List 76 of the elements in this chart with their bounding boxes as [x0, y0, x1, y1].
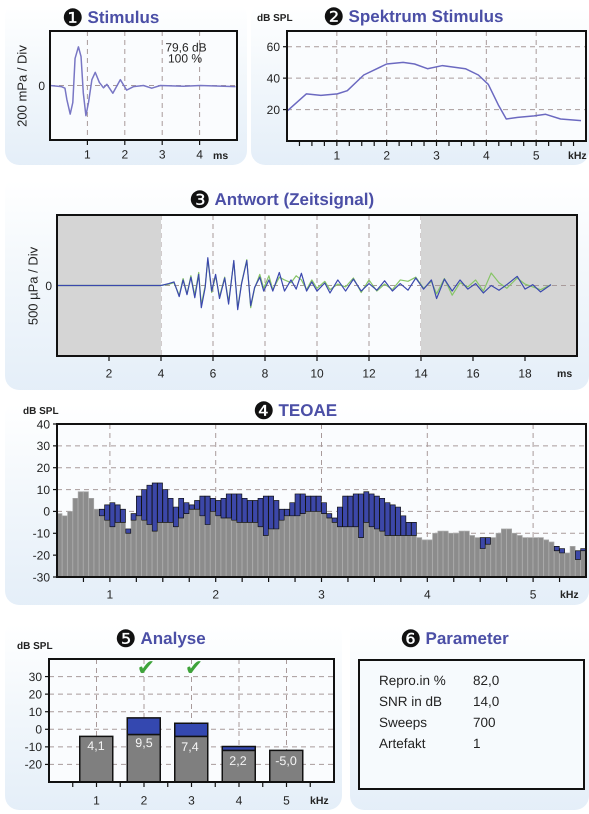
- bar: [575, 550, 581, 560]
- x-tick-label: 3: [158, 148, 166, 162]
- x-axis-title: kHz: [560, 589, 579, 601]
- x-tick-label: 3: [188, 794, 196, 808]
- chart-title: ❺ Analyse: [115, 625, 206, 653]
- x-tick-label: 5: [530, 588, 537, 602]
- annotation: ✔: [184, 656, 204, 681]
- y-axis-title: 500 µPa / Div: [26, 246, 40, 326]
- x-tick-label: 5: [532, 148, 540, 163]
- x-tick-label: 2: [106, 366, 113, 381]
- chart-title: ❷ Spektrum Stimulus: [323, 3, 504, 31]
- y-tick-label: -10: [24, 740, 42, 754]
- x-tick-label: 6: [210, 366, 217, 381]
- x-tick-label: 2: [383, 148, 390, 163]
- x-tick-label: 4: [196, 148, 204, 162]
- y-tick-label: -20: [32, 548, 50, 562]
- chart-title: ❶ Stimulus: [62, 4, 160, 32]
- y-tick-label: 0: [35, 722, 42, 737]
- x-tick-label: 3: [433, 148, 440, 163]
- y-tick-label: 10: [28, 704, 42, 719]
- x-tick-label: 16: [466, 366, 480, 381]
- x-tick-label: 4: [158, 366, 165, 381]
- bar: [79, 736, 114, 782]
- annotation: 9,5: [135, 736, 153, 750]
- table-frame: Repro.in % 82,0 SNR in dB 14,0 Sweeps 700 Artefakt 1: [358, 659, 585, 790]
- annotation: -5,0: [275, 754, 297, 768]
- y-tick-label: 30: [36, 439, 50, 454]
- x-axis-title: ms: [557, 368, 572, 380]
- y-tick-label: 30: [28, 670, 42, 684]
- y-tick-label: -10: [32, 526, 50, 541]
- x-tick-label: 1: [84, 148, 92, 162]
- x-tick-label: 10: [310, 366, 324, 381]
- x-tick-label: 2: [140, 794, 148, 808]
- x-axis-title: kHz: [568, 150, 587, 162]
- x-tick-label: 12: [362, 366, 376, 381]
- x-tick-label: 1: [333, 148, 340, 163]
- x-tick-label: 4: [424, 588, 431, 602]
- x-tick-label: 1: [93, 794, 100, 808]
- y-tick-label: 40: [36, 417, 50, 432]
- y-axis-title: dB SPL: [257, 13, 293, 24]
- y-axis-title: 200 mPa / Div: [14, 45, 30, 127]
- y-tick-label: 0: [43, 504, 50, 519]
- y-tick-label: 20: [28, 687, 42, 702]
- y-tick-label: -30: [32, 570, 50, 584]
- x-tick-label: 5: [283, 794, 290, 808]
- line-series: [287, 62, 582, 122]
- x-tick-label: 3: [318, 588, 326, 602]
- x-tick-label: 8: [262, 366, 269, 381]
- bar: [125, 528, 132, 534]
- chart-title: ❸ Antwort (Zeitsignal): [189, 186, 374, 214]
- x-tick-label: 14: [414, 366, 428, 381]
- bar: [269, 750, 304, 782]
- x-axis-title: kHz: [310, 795, 329, 807]
- x-tick-label: 2: [121, 148, 128, 162]
- y-tick-label: -20: [24, 758, 42, 772]
- x-axis-title: ms: [213, 150, 228, 162]
- text: ❻ Parameter: [400, 625, 509, 653]
- y-tick-label: 10: [36, 482, 50, 497]
- annotation: 4,1: [87, 739, 105, 753]
- x-tick-label: 2: [212, 588, 220, 602]
- y-tick-label: 20: [266, 102, 280, 117]
- annotation: 100 %: [168, 52, 202, 66]
- annotation: 2,2: [229, 754, 247, 768]
- y-tick-label: 40: [266, 71, 280, 86]
- annotation: ✔: [136, 656, 156, 681]
- y-tick-label: 60: [266, 40, 280, 54]
- chart-title: ❹ TEOAE: [253, 397, 338, 425]
- y-tick-label: 20: [36, 460, 50, 475]
- y-axis-title: dB SPL: [17, 641, 53, 652]
- x-tick-label: 4: [236, 794, 243, 808]
- x-tick-label: 18: [518, 366, 532, 381]
- x-tick-label: 1: [106, 588, 114, 602]
- y-axis-title: dB SPL: [23, 406, 59, 417]
- x-tick-label: 4: [482, 148, 490, 163]
- annotation: 79,6 dB: [165, 40, 207, 54]
- annotation: 7,4: [181, 740, 199, 754]
